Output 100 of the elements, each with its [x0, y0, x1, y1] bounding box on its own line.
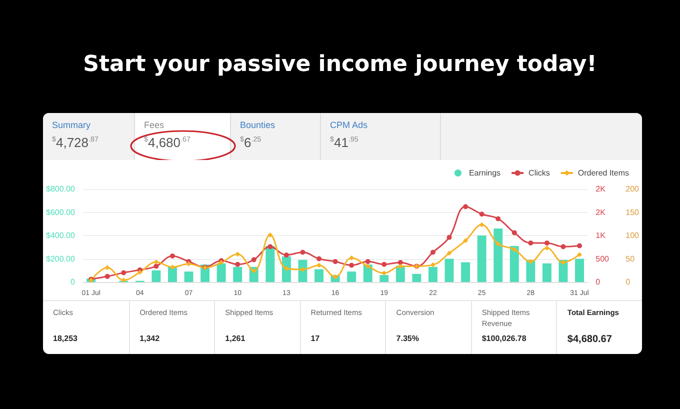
point — [316, 262, 322, 268]
point — [446, 234, 452, 240]
bar — [575, 258, 584, 282]
point — [479, 222, 484, 228]
bar — [526, 260, 536, 282]
y3-tick-label: 200 — [626, 184, 640, 194]
point — [382, 262, 387, 267]
text: $100,026.78 — [482, 334, 526, 343]
bar — [152, 270, 161, 282]
point — [560, 244, 566, 250]
point — [154, 264, 159, 269]
point — [463, 238, 468, 244]
point — [528, 259, 534, 264]
legend-label: Clicks — [528, 168, 550, 178]
bar — [216, 263, 226, 282]
point — [430, 250, 436, 255]
point — [349, 255, 354, 260]
bar — [380, 275, 389, 282]
point — [235, 262, 240, 267]
legend-label: Earnings — [468, 168, 501, 178]
point — [316, 256, 322, 262]
bar — [168, 266, 177, 282]
point — [268, 232, 273, 238]
y2-tick-label: 2K — [596, 208, 606, 217]
text: 18,253 — [53, 334, 78, 343]
text: $^{$}$6$^{.25}$ — [240, 135, 262, 150]
point — [528, 240, 534, 246]
bar — [298, 260, 308, 282]
point — [496, 216, 501, 222]
text: 7.35% — [396, 334, 419, 343]
bar — [266, 246, 275, 282]
y3-tick-label: 50 — [626, 254, 636, 264]
legend-label: Ordered Items — [578, 168, 630, 178]
y3-tick-label: 0 — [626, 278, 631, 286]
point — [300, 266, 306, 272]
bar — [314, 269, 324, 282]
y-tick-label: 0 — [70, 278, 76, 286]
point — [332, 259, 338, 264]
point — [251, 257, 256, 262]
point — [251, 268, 256, 274]
point — [512, 246, 517, 252]
point — [463, 204, 468, 210]
bar — [444, 258, 454, 282]
text: Start your passive income journey today! — [82, 52, 598, 77]
text: 1,261 — [225, 334, 246, 343]
text: 17 — [310, 334, 320, 343]
bar — [510, 246, 519, 282]
text: $^{$}$41$^{.95}$ — [330, 135, 358, 150]
point — [577, 243, 582, 248]
point — [121, 278, 126, 283]
point — [365, 264, 370, 269]
point — [398, 260, 403, 265]
point — [446, 250, 452, 256]
y-tick-label: $400.00 — [46, 231, 76, 240]
point — [479, 212, 484, 217]
y2-tick-label: 0 — [596, 278, 601, 286]
point — [382, 270, 387, 276]
text: $^{$}$4,728$^{.87}$ — [52, 135, 98, 150]
point — [170, 253, 175, 258]
y2-tick-label: 500 — [596, 254, 610, 264]
point — [121, 270, 126, 276]
point — [170, 264, 175, 270]
y2-tick-label: 1K — [596, 231, 606, 240]
y-tick-label: $800.00 — [46, 184, 76, 194]
y-tick-label: $600.00 — [46, 208, 76, 217]
category-label: Fees — [144, 120, 164, 130]
point — [235, 252, 240, 257]
point — [154, 260, 159, 265]
point — [284, 252, 289, 258]
bar — [233, 266, 242, 282]
bar — [477, 236, 486, 282]
point — [496, 241, 501, 246]
point — [560, 260, 566, 265]
point — [398, 264, 403, 269]
bar — [428, 266, 438, 282]
bar — [184, 272, 194, 282]
point — [268, 244, 273, 250]
point — [284, 266, 289, 272]
point — [544, 240, 550, 246]
point — [430, 262, 436, 268]
point — [104, 265, 110, 270]
point — [104, 274, 110, 279]
text: $^{$}$4,680$^{.67}$ — [144, 135, 190, 150]
text: 1,342 — [140, 334, 160, 343]
text: $4,680.67 — [567, 334, 612, 345]
bar — [542, 263, 552, 282]
point — [512, 230, 517, 236]
category-label: Bounties — [240, 120, 276, 130]
y-tick-label: $200.00 — [46, 254, 76, 264]
point — [577, 252, 582, 258]
y3-tick-label: 100 — [626, 231, 640, 240]
bar — [461, 262, 470, 282]
point — [137, 270, 142, 275]
bar — [494, 228, 503, 282]
point — [300, 250, 306, 255]
category-label: Summary — [52, 120, 91, 130]
bar — [412, 274, 422, 282]
point — [365, 259, 370, 264]
point — [349, 262, 354, 268]
y2-tick-label: 2K — [596, 184, 606, 194]
